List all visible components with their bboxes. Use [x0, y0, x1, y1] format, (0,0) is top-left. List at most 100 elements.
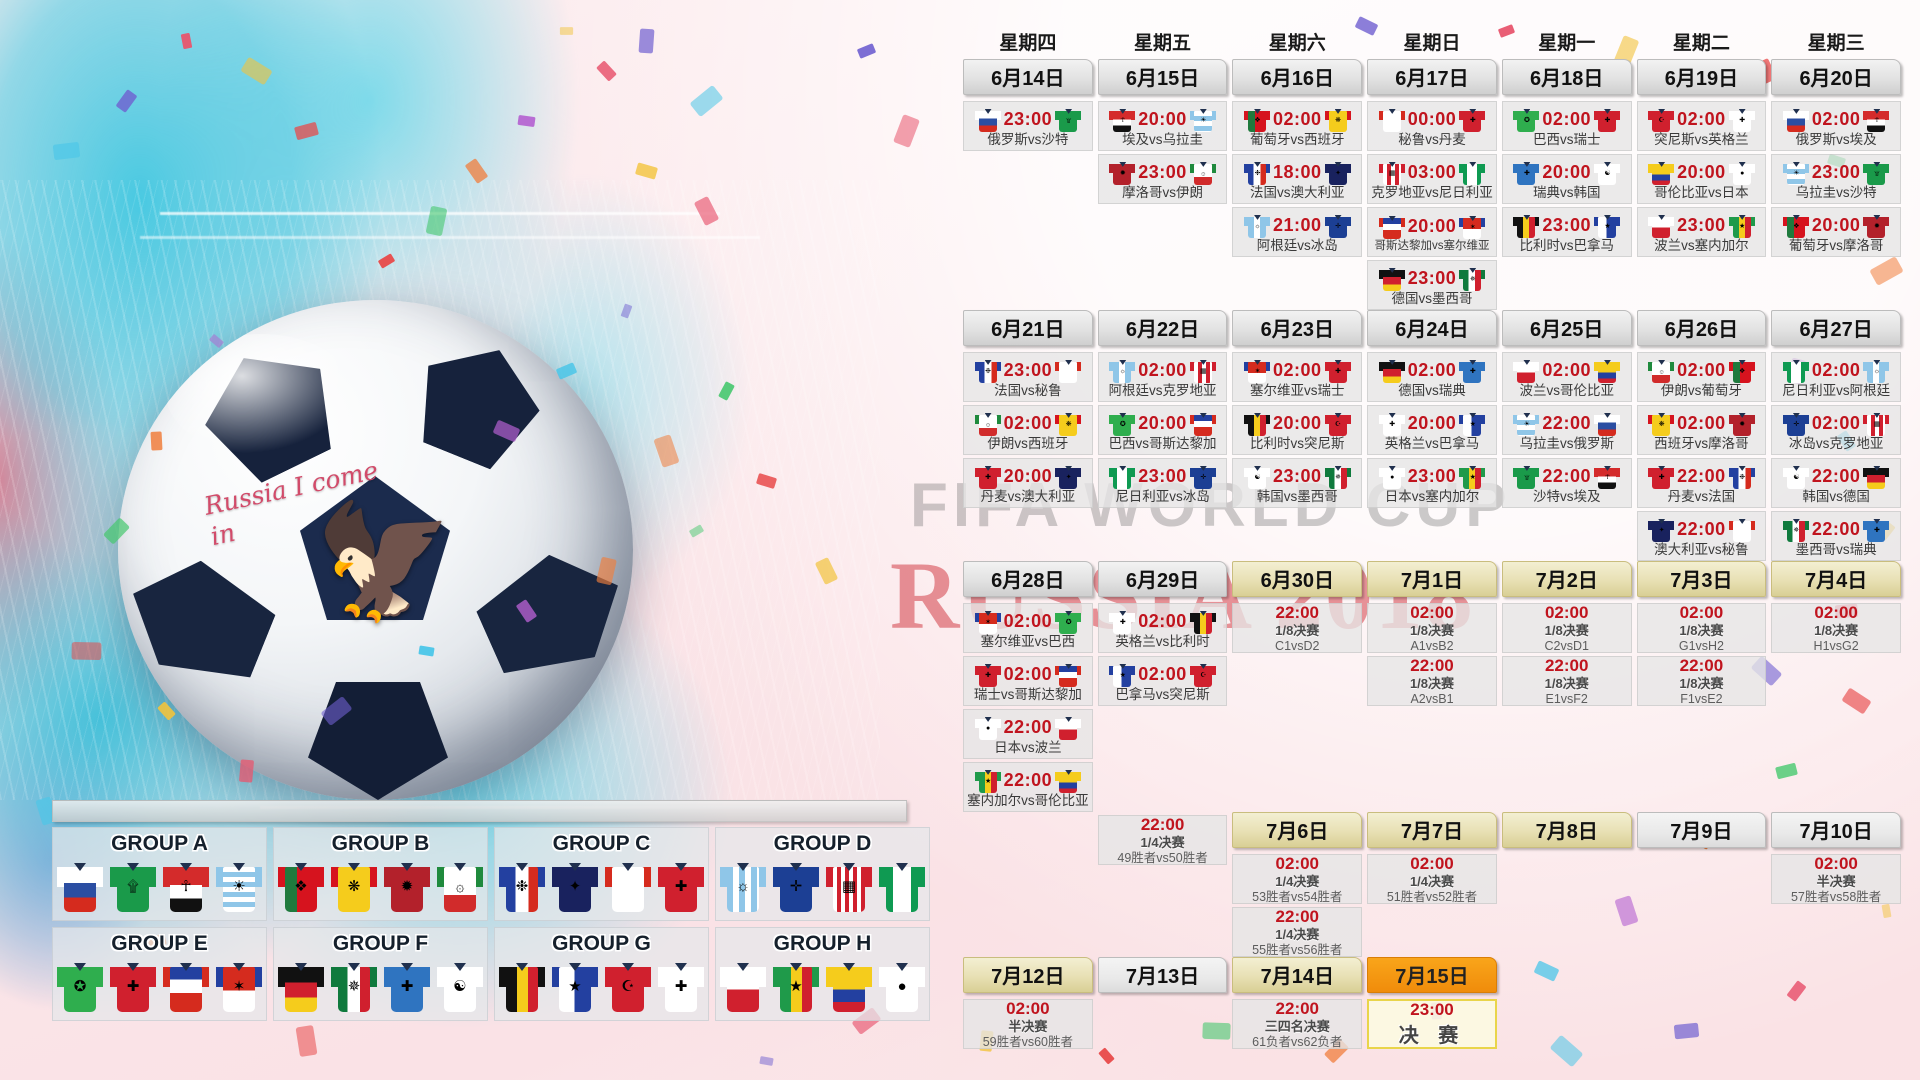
match-card[interactable]: 22:00 1/8决赛 F1vsE2 — [1636, 656, 1767, 706]
match-card[interactable]: ✚ 20:00 ☯ 瑞典vs韩国 — [1501, 154, 1632, 204]
group-card-group-c[interactable]: GROUP C ❉ ✦ ✚ — [494, 827, 709, 921]
group-card-group-h[interactable]: GROUP H ★ ● — [715, 927, 930, 1021]
date-cell[interactable]: 6月15日 — [1097, 59, 1228, 95]
match-card[interactable]: 20:00 ● 哥伦比亚vs日本 — [1636, 154, 1767, 204]
group-card-group-e[interactable]: GROUP E ✪ ✚ ✶ — [52, 927, 267, 1021]
match-card[interactable]: 02:00 ✚ 德国vs瑞典 — [1367, 352, 1497, 402]
group-card-group-d[interactable]: GROUP D ☼ ✛ ▦ — [715, 827, 930, 921]
match-card[interactable]: ☼ 02:00 ▦ 阿根廷vs克罗地亚 — [1097, 352, 1228, 402]
match-card[interactable]: 02:00 1/8决赛 C2vsD1 — [1501, 603, 1632, 653]
final-match-card[interactable]: 23:00 决 赛 — [1367, 999, 1497, 1049]
match-card[interactable]: ❉ 23:00 法国vs秘鲁 — [963, 352, 1093, 402]
match-card[interactable]: ❖ 20:00 ✹ 葡萄牙vs摩洛哥 — [1771, 207, 1901, 257]
match-card[interactable]: ✹ 23:00 ۞ 摩洛哥vs伊朗 — [1097, 154, 1228, 204]
match-card[interactable]: ☪ 02:00 ✚ 突尼斯vs英格兰 — [1636, 101, 1767, 151]
date-cell[interactable]: 6月14日 — [963, 59, 1093, 95]
match-card[interactable]: ☯ 23:00 ✵ 韩国vs墨西哥 — [1232, 458, 1363, 508]
date-cell[interactable]: 6月22日 — [1097, 310, 1228, 346]
match-card[interactable]: ✛ 02:00 ▦ 冰岛vs克罗地亚 — [1771, 405, 1901, 455]
match-card[interactable]: 20:00 ✶ 哥斯达黎加vs塞尔维亚 — [1367, 207, 1497, 257]
match-card[interactable]: ★ 02:00 ☪ 巴拿马vs突尼斯 — [1097, 656, 1228, 706]
match-card[interactable]: 23:00 ۩ 俄罗斯vs沙特 — [963, 101, 1093, 151]
match-card[interactable]: ✦ 22:00 澳大利亚vs秘鲁 — [1636, 511, 1767, 561]
match-card[interactable]: 23:00 ✛ 尼日利亚vs冰岛 — [1097, 458, 1228, 508]
match-card[interactable]: ✪ 20:00 巴西vs哥斯达黎加 — [1097, 405, 1228, 455]
date-cell[interactable]: 7月14日 — [1232, 957, 1363, 993]
date-cell[interactable]: 6月17日 — [1367, 59, 1497, 95]
match-card[interactable]: ★ 22:00 塞内加尔vs哥伦比亚 — [963, 762, 1093, 812]
group-card-group-g[interactable]: GROUP G ★ ☪ ✚ — [494, 927, 709, 1021]
match-card[interactable]: 23:00 ★ 比利时vs巴拿马 — [1501, 207, 1632, 257]
date-cell[interactable]: 6月19日 — [1636, 59, 1767, 95]
date-cell[interactable]: 6月29日 — [1097, 561, 1228, 597]
match-card[interactable]: ☥ 20:00 ☀ 埃及vs乌拉圭 — [1097, 101, 1228, 151]
match-card[interactable]: ☼ 21:00 ✛ 阿根廷vs冰岛 — [1232, 207, 1363, 257]
match-card[interactable]: 22:00 1/8决赛 C1vsD2 — [1232, 603, 1363, 653]
match-card[interactable]: ۞ 02:00 ❖ 伊朗vs葡萄牙 — [1636, 352, 1767, 402]
date-cell[interactable]: 7月2日 — [1501, 561, 1632, 597]
match-card[interactable]: 02:00 半决赛 59胜者vs60胜者 — [963, 999, 1093, 1049]
match-card[interactable]: ✵ 22:00 ✚ 墨西哥vs瑞典 — [1771, 511, 1901, 561]
date-cell[interactable]: 6月21日 — [963, 310, 1093, 346]
date-cell[interactable]: 7月1日 — [1367, 561, 1497, 597]
match-card[interactable]: ☀ 22:00 乌拉圭vs俄罗斯 — [1501, 405, 1632, 455]
match-card[interactable]: ❉ 18:00 ✦ 法国vs澳大利亚 — [1232, 154, 1363, 204]
date-cell[interactable]: 7月15日 — [1367, 957, 1497, 993]
date-cell[interactable]: 6月20日 — [1771, 59, 1901, 95]
match-card[interactable]: ۩ 22:00 ☥ 沙特vs埃及 — [1501, 458, 1632, 508]
match-card[interactable]: 02:00 1/4决赛 51胜者vs52胜者 — [1367, 854, 1497, 904]
group-card-group-a[interactable]: GROUP A ۩ ☥ ☀ — [52, 827, 267, 921]
match-card[interactable]: 22:00 1/4决赛 55胜者vs56胜者 — [1232, 907, 1363, 957]
match-card[interactable]: 02:00 1/4决赛 53胜者vs54胜者 — [1232, 854, 1363, 904]
date-cell[interactable]: 6月16日 — [1232, 59, 1363, 95]
match-card[interactable]: ● 23:00 ★ 日本vs塞内加尔 — [1367, 458, 1497, 508]
date-cell[interactable]: 6月28日 — [963, 561, 1093, 597]
match-card[interactable]: ✚ 02:00 瑞士vs哥斯达黎加 — [963, 656, 1093, 706]
match-card[interactable]: 23:00 ✵ 德国vs墨西哥 — [1367, 260, 1497, 310]
date-cell[interactable]: 7月13日 — [1097, 957, 1228, 993]
date-cell[interactable]: 7月9日 — [1636, 812, 1767, 848]
date-cell[interactable]: 6月26日 — [1636, 310, 1767, 346]
match-card[interactable]: 02:00 ☼ 尼日利亚vs阿根廷 — [1771, 352, 1901, 402]
date-cell[interactable]: 7月7日 — [1367, 812, 1497, 848]
match-card[interactable]: 22:00 三四名决赛 61负者vs62负者 — [1232, 999, 1363, 1049]
match-card[interactable]: 23:00 ★ 波兰vs塞内加尔 — [1636, 207, 1767, 257]
match-card[interactable]: 00:00 ✚ 秘鲁vs丹麦 — [1367, 101, 1497, 151]
match-card[interactable]: 22:00 1/8决赛 E1vsF2 — [1501, 656, 1632, 706]
date-cell[interactable]: 7月10日 — [1771, 812, 1901, 848]
match-card[interactable]: 02:00 1/8决赛 H1vsG2 — [1771, 603, 1901, 653]
date-cell[interactable]: 7月3日 — [1636, 561, 1767, 597]
match-card[interactable]: ☀ 23:00 ۩ 乌拉圭vs沙特 — [1771, 154, 1901, 204]
date-cell[interactable]: 6月24日 — [1367, 310, 1497, 346]
match-card[interactable]: ✚ 20:00 ✦ 丹麦vs澳大利亚 — [963, 458, 1093, 508]
date-cell[interactable]: 6月18日 — [1501, 59, 1632, 95]
match-card[interactable]: 02:00 1/8决赛 A1vsB2 — [1367, 603, 1497, 653]
group-card-group-b[interactable]: GROUP B ❖ ❋ ✹ ۞ — [273, 827, 488, 921]
date-cell[interactable]: 6月25日 — [1501, 310, 1632, 346]
match-card[interactable]: ۞ 02:00 ❋ 伊朗vs西班牙 — [963, 405, 1093, 455]
match-card[interactable]: 22:00 1/8决赛 A2vsB1 — [1367, 656, 1497, 706]
match-card[interactable]: 02:00 ☥ 俄罗斯vs埃及 — [1771, 101, 1901, 151]
date-cell[interactable]: 6月27日 — [1771, 310, 1901, 346]
match-card[interactable]: ▦ 03:00 克罗地亚vs尼日利亚 — [1367, 154, 1497, 204]
match-card[interactable]: 02:00 波兰vs哥伦比亚 — [1501, 352, 1632, 402]
match-card[interactable]: ✶ 02:00 ✚ 塞尔维亚vs瑞士 — [1232, 352, 1363, 402]
date-cell[interactable]: 7月4日 — [1771, 561, 1901, 597]
match-card[interactable]: ✚ 02:00 英格兰vs比利时 — [1097, 603, 1228, 653]
date-cell[interactable]: 6月30日 — [1232, 561, 1363, 597]
date-cell[interactable]: 7月12日 — [963, 957, 1093, 993]
match-card[interactable]: 22:00 1/4决赛 49胜者vs50胜者 — [1097, 815, 1228, 865]
match-card[interactable]: ✪ 02:00 ✚ 巴西vs瑞士 — [1501, 101, 1632, 151]
date-cell[interactable]: 7月8日 — [1501, 812, 1632, 848]
match-card[interactable]: ● 22:00 日本vs波兰 — [963, 709, 1093, 759]
match-card[interactable]: ✶ 02:00 ✪ 塞尔维亚vs巴西 — [963, 603, 1093, 653]
match-card[interactable]: ✚ 22:00 ❉ 丹麦vs法国 — [1636, 458, 1767, 508]
match-card[interactable]: 02:00 1/8决赛 G1vsH2 — [1636, 603, 1767, 653]
match-card[interactable]: 02:00 半决赛 57胜者vs58胜者 — [1771, 854, 1901, 904]
match-card[interactable]: 20:00 ☪ 比利时vs突尼斯 — [1232, 405, 1363, 455]
match-card[interactable]: ✚ 20:00 ★ 英格兰vs巴拿马 — [1367, 405, 1497, 455]
date-cell[interactable]: 7月6日 — [1232, 812, 1363, 848]
match-card[interactable]: ❖ 02:00 ❋ 葡萄牙vs西班牙 — [1232, 101, 1363, 151]
match-card[interactable]: ❋ 02:00 ✹ 西班牙vs摩洛哥 — [1636, 405, 1767, 455]
date-cell[interactable]: 6月23日 — [1232, 310, 1363, 346]
